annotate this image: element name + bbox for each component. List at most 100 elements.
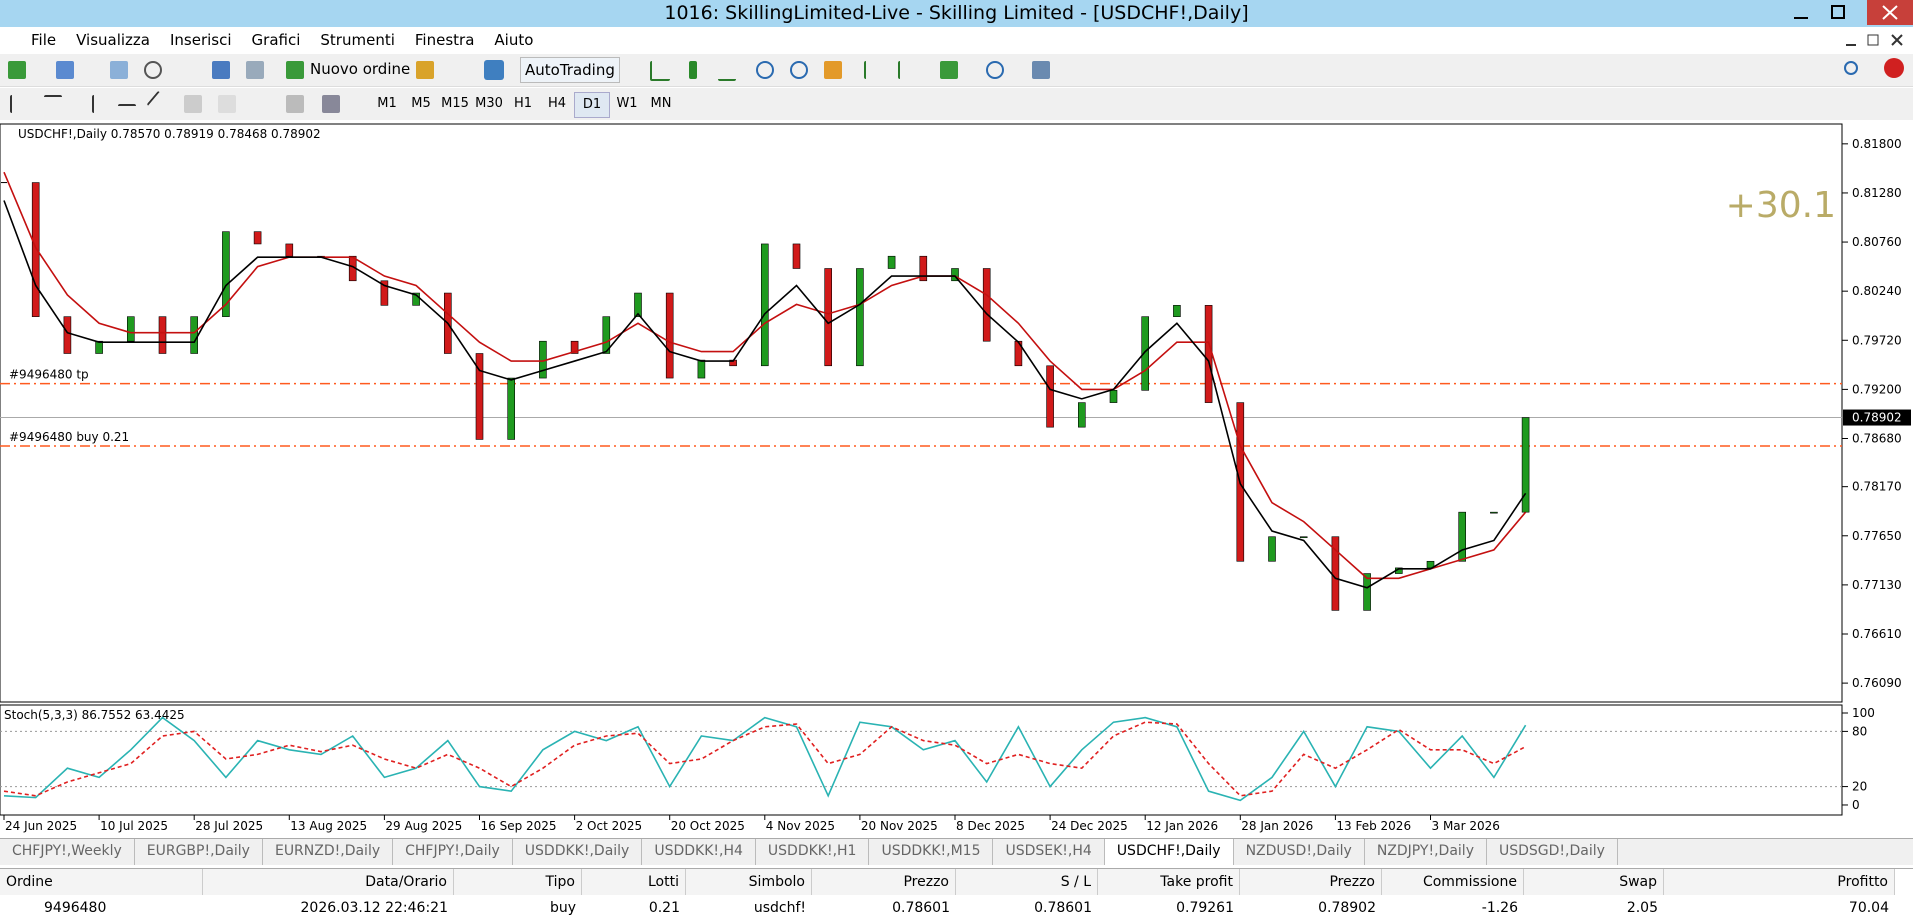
candle	[1299, 536, 1308, 539]
date-label: 24 Dec 2025	[1051, 819, 1128, 833]
candle	[665, 292, 674, 379]
column-header[interactable]: Take profit	[1098, 869, 1240, 895]
timeframe-button[interactable]: M5	[411, 96, 431, 111]
candle	[1458, 511, 1466, 562]
table-cell: 9496480	[44, 900, 107, 916]
candle	[507, 377, 516, 440]
menu-item[interactable]: Strumenti	[320, 31, 395, 49]
chart-tab[interactable]: USDCHF!,Daily	[1104, 839, 1234, 865]
title-bar: 1016: SkillingLimited-Live - Skilling Li…	[0, 0, 1913, 27]
chart-tab[interactable]: EURNZD!,Daily	[263, 839, 394, 865]
y-tick-label: 0.77650	[1852, 529, 1902, 543]
date-label: 4 Nov 2025	[766, 819, 835, 833]
y-tick-label: 0.79720	[1852, 333, 1902, 347]
candle	[1363, 573, 1371, 611]
window-controls[interactable]	[1780, 0, 1913, 27]
timeframe-button[interactable]: MN	[650, 96, 672, 111]
column-header[interactable]: S / L	[956, 869, 1098, 895]
date-label: 24 Jun 2025	[5, 819, 77, 833]
chart-tab[interactable]: EURGBP!,Daily	[135, 839, 263, 865]
timeframe-button[interactable]: M1	[377, 96, 397, 111]
candle	[792, 243, 801, 269]
column-header[interactable]: Lotti	[582, 869, 686, 895]
y-tick-label: 0.81280	[1852, 186, 1902, 200]
timeframe-button[interactable]: D1	[574, 92, 610, 118]
y-tick-label: 0.80760	[1852, 235, 1902, 249]
candle	[1268, 536, 1276, 562]
chart-tab[interactable]: USDDKK!,H4	[642, 839, 756, 865]
candle	[95, 340, 103, 354]
candle	[1109, 390, 1118, 403]
child-controls[interactable]	[1840, 30, 1910, 52]
new-order-button[interactable]: Nuovo ordine	[310, 60, 411, 78]
order-row[interactable]: 9496480 2026.03.12 22:46:21 buy 0.21 usdchf!…	[0, 895, 1913, 921]
candle	[602, 316, 611, 354]
stoch-tick-label: 100	[1852, 706, 1875, 720]
column-header[interactable]: Tipo	[454, 869, 582, 895]
timeframe-button[interactable]: H4	[547, 96, 567, 111]
column-header[interactable]: Profitto	[1664, 869, 1895, 895]
chart-tab[interactable]: USDSGD!,Daily	[1487, 839, 1618, 865]
table-header: Ordine Data/Orario Tipo Lotti Simbolo Prezzo S…	[0, 869, 1913, 895]
chart-tabs: CHFJPY!,Weekly EURGBP!,Daily EURNZD!,Daily…	[0, 838, 1913, 865]
candle	[697, 359, 706, 379]
candle	[1141, 316, 1149, 391]
timeframe-button[interactable]: M15	[441, 96, 469, 111]
timeframe-button[interactable]: W1	[616, 96, 638, 111]
menu-item[interactable]: File	[31, 31, 57, 49]
date-label: 3 Mar 2026	[1432, 819, 1500, 833]
candle	[919, 255, 928, 282]
order-level-label: #9496480 tp	[9, 368, 89, 382]
chart-tab[interactable]: USDDKK!,M15	[869, 839, 994, 865]
y-tick-label: 0.79200	[1852, 382, 1902, 396]
timeframe-button[interactable]: M30	[475, 96, 503, 111]
candle	[1204, 305, 1213, 403]
candle	[760, 243, 769, 367]
chart-tab[interactable]: NZDUSD!,Daily	[1234, 839, 1365, 865]
menu-item[interactable]: Finestra	[414, 31, 475, 49]
y-tick-label: 0.80240	[1852, 284, 1902, 298]
chart-tab[interactable]: USDDKK!,H1	[756, 839, 870, 865]
terminal: Ordine Data/Orario Tipo Lotti Simbolo Prezzo S…	[0, 868, 1913, 922]
table-cell: 0.79261	[1176, 900, 1234, 916]
menu-item[interactable]: Aiuto	[494, 31, 534, 49]
date-label: 13 Aug 2025	[290, 819, 367, 833]
candle	[190, 316, 198, 354]
chart-tab[interactable]: USDDKK!,Daily	[513, 839, 643, 865]
chart-tab[interactable]: USDSEK!,H4	[993, 839, 1105, 865]
stoch-signal	[3, 721, 1526, 797]
candle	[158, 316, 167, 354]
column-header[interactable]: Swap	[1524, 869, 1664, 895]
column-header[interactable]: Simbolo	[686, 869, 812, 895]
table-cell: 2.05	[1626, 900, 1658, 916]
autotrading-button[interactable]: AutoTrading	[520, 57, 620, 83]
chart-tab[interactable]: CHFJPY!,Weekly	[0, 839, 135, 865]
chart-tab[interactable]: CHFJPY!,Daily	[393, 839, 513, 865]
toolbar-main: Nuovo ordine AutoTrading	[0, 54, 1913, 87]
table-cell: 0.78601	[1034, 900, 1092, 916]
date-label: 10 Jul 2025	[100, 819, 168, 833]
menu-item[interactable]: Visualizza	[76, 31, 150, 49]
chart-tab[interactable]: NZDJPY!,Daily	[1365, 839, 1487, 865]
table-cell: usdchf!	[753, 900, 806, 916]
candle	[380, 280, 389, 306]
main-panel	[0, 123, 1843, 703]
column-header[interactable]: Commissione	[1382, 869, 1524, 895]
stoch-header: Stoch(5,3,3) 86.7552 63.4425	[4, 708, 185, 722]
timeframe-button[interactable]: H1	[513, 96, 533, 111]
column-header[interactable]: Prezzo	[812, 869, 956, 895]
date-label: 20 Nov 2025	[861, 819, 938, 833]
candle	[1426, 560, 1435, 569]
menu-item[interactable]: Inserisci	[170, 31, 232, 49]
menu-item[interactable]: Grafici	[251, 31, 301, 49]
column-header[interactable]: Ordine	[0, 869, 203, 895]
date-label: 20 Oct 2025	[671, 819, 745, 833]
stoch-panel	[0, 704, 1843, 816]
candle	[982, 268, 991, 342]
column-header[interactable]: Prezzo	[1240, 869, 1382, 895]
column-header[interactable]: Data/Orario	[203, 869, 454, 895]
candle	[222, 231, 230, 317]
date-label: 29 Aug 2025	[385, 819, 462, 833]
table-cell: 0.21	[648, 900, 680, 916]
candle	[253, 231, 262, 245]
